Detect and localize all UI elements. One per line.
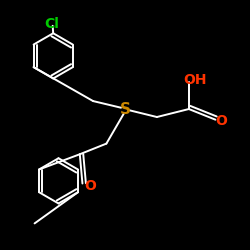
Text: OH: OH xyxy=(183,73,206,87)
Text: O: O xyxy=(84,179,96,193)
Text: O: O xyxy=(215,114,227,128)
Text: S: S xyxy=(120,102,130,116)
Text: Cl: Cl xyxy=(44,17,59,31)
